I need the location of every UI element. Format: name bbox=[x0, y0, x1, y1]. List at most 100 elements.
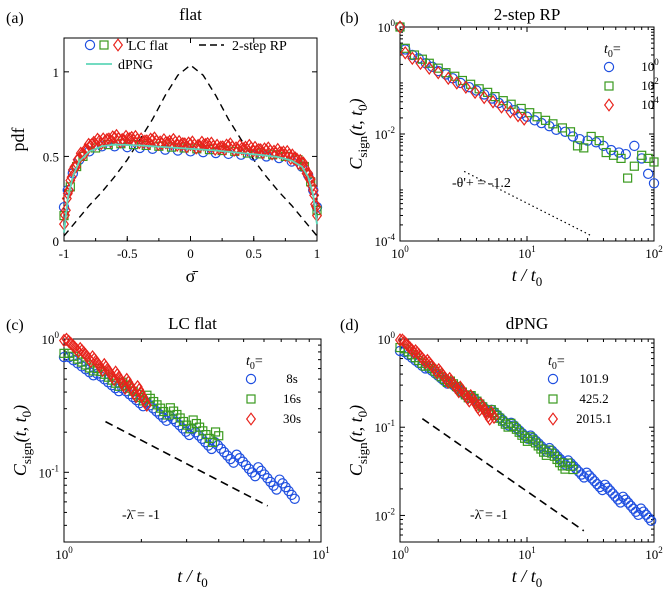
x-tick-label: -1 bbox=[59, 246, 70, 261]
tick-exponent: 2 bbox=[658, 545, 663, 555]
x-tick-label: 101 bbox=[518, 545, 536, 562]
legend-marker bbox=[112, 38, 124, 52]
panel-label: (a) bbox=[6, 10, 24, 27]
data-point bbox=[613, 147, 625, 158]
tick-exponent: -1 bbox=[52, 463, 60, 473]
data-point bbox=[248, 144, 259, 158]
plot-frame bbox=[63, 338, 322, 543]
data-point bbox=[567, 131, 579, 142]
tick-base: 10 bbox=[42, 332, 55, 347]
data-point bbox=[160, 135, 171, 150]
y-label-part: sign bbox=[355, 442, 370, 464]
data-point bbox=[119, 133, 130, 148]
data-point bbox=[277, 478, 288, 489]
data-point bbox=[240, 460, 252, 471]
legend-marker bbox=[603, 98, 615, 112]
y-tick-label: 10-1 bbox=[375, 418, 396, 435]
series-line-dpng bbox=[63, 143, 318, 233]
y-label-part: (t, t bbox=[10, 416, 31, 442]
data-point bbox=[77, 147, 88, 161]
y-tick-label: 10-2 bbox=[375, 125, 396, 142]
y-label-part: C bbox=[10, 463, 30, 476]
legend-title-eq: = bbox=[613, 42, 621, 57]
tick-base: 10 bbox=[645, 246, 658, 261]
data-point bbox=[514, 427, 524, 437]
data-point bbox=[649, 157, 659, 167]
x-axis-label: t / t0 bbox=[512, 566, 543, 590]
y-tick-label: 10-4 bbox=[375, 232, 396, 249]
data-point bbox=[407, 51, 418, 66]
data-point bbox=[194, 139, 206, 154]
data-point bbox=[451, 76, 462, 90]
legend-entry: 2-step RP bbox=[232, 39, 287, 54]
data-point bbox=[107, 130, 118, 144]
tick-base: 10 bbox=[518, 246, 531, 261]
data-point bbox=[140, 395, 151, 409]
legend-marker bbox=[548, 394, 558, 404]
data-point bbox=[231, 449, 242, 460]
data-point bbox=[274, 145, 285, 160]
data-point bbox=[642, 168, 654, 180]
y-label-part: sign bbox=[19, 442, 34, 464]
legend-title: t0= bbox=[604, 42, 621, 60]
slope-annotation: -λ̄ = -1 bbox=[470, 508, 508, 523]
x-tick-label: 102 bbox=[645, 244, 663, 261]
panel-title: 2-step RP bbox=[494, 5, 561, 24]
legend-entry: 101.9 bbox=[579, 371, 608, 386]
tick-exponent: -4 bbox=[388, 232, 396, 242]
tick-exponent: -1 bbox=[388, 418, 396, 428]
tick-exponent: 0 bbox=[391, 18, 396, 28]
data-point bbox=[207, 437, 217, 447]
data-point bbox=[400, 45, 411, 60]
tick-exponent: 2 bbox=[658, 244, 663, 254]
data-point bbox=[549, 451, 559, 461]
legend-entry: 2015.1 bbox=[576, 411, 612, 426]
tick-base: 10 bbox=[375, 508, 388, 523]
data-point bbox=[511, 424, 521, 434]
data-point bbox=[525, 432, 535, 442]
data-point bbox=[213, 141, 225, 156]
tick-exponent: 4 bbox=[654, 95, 659, 105]
legend-marker bbox=[547, 412, 559, 426]
x-axis-label: σ̄ bbox=[186, 266, 199, 286]
x-tick-label: 1 bbox=[314, 246, 321, 261]
tick-exponent: 0 bbox=[68, 545, 73, 555]
data-point bbox=[415, 56, 426, 71]
data-point bbox=[394, 20, 406, 34]
y-label-part: ) bbox=[10, 405, 31, 412]
data-point bbox=[108, 372, 120, 387]
data-point bbox=[487, 94, 499, 109]
data-point bbox=[400, 43, 410, 53]
data-point bbox=[70, 159, 82, 174]
data-point bbox=[533, 441, 543, 451]
data-point bbox=[256, 465, 267, 477]
y-tick-label: 100 bbox=[378, 330, 396, 347]
data-point bbox=[620, 494, 631, 505]
y-axis-label: pdf bbox=[8, 128, 28, 152]
data-point bbox=[579, 143, 589, 153]
legend-title: t0= bbox=[246, 354, 263, 372]
y-tick-label: 1 bbox=[53, 65, 60, 80]
data-point bbox=[214, 431, 224, 441]
data-point bbox=[280, 148, 291, 163]
data-point bbox=[640, 509, 652, 520]
y-axis-label: Csign(t, t0) bbox=[346, 98, 370, 169]
data-point bbox=[236, 141, 247, 156]
data-point bbox=[633, 509, 644, 521]
x-tick-label: 100 bbox=[391, 244, 409, 261]
data-point bbox=[552, 454, 562, 465]
data-point bbox=[629, 140, 640, 152]
series-line bbox=[63, 64, 318, 237]
data-point bbox=[105, 134, 116, 149]
data-point bbox=[599, 479, 611, 491]
tick-base: 10 bbox=[378, 332, 391, 347]
data-point bbox=[212, 440, 224, 451]
data-point bbox=[604, 485, 616, 496]
data-point bbox=[605, 144, 617, 156]
data-point bbox=[424, 61, 435, 75]
data-point bbox=[625, 500, 636, 511]
data-point bbox=[138, 135, 149, 149]
legend-entry: 16s bbox=[283, 391, 301, 406]
data-point bbox=[519, 112, 530, 126]
